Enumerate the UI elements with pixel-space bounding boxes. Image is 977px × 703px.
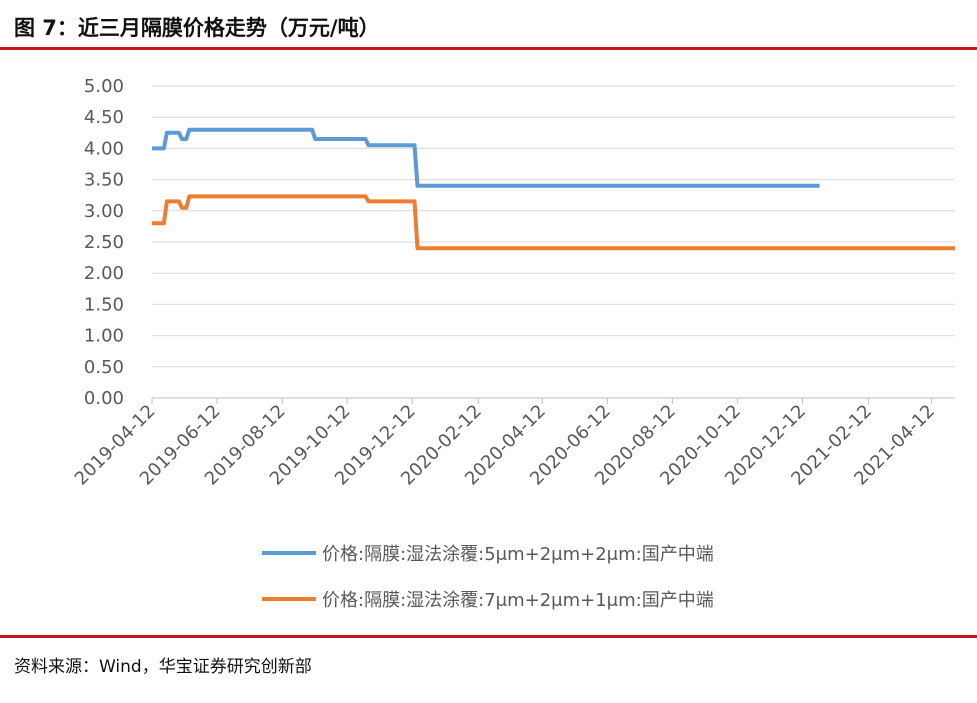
y-tick-label: 2.00 <box>84 263 124 284</box>
y-tick-label: 0.00 <box>84 388 124 409</box>
y-tick-label: 4.50 <box>84 107 124 128</box>
y-tick-label: 2.50 <box>84 232 124 253</box>
y-tick-label: 3.50 <box>84 170 124 191</box>
legend: 价格:隔膜:湿法涂覆:5μm+2μm+2μm:国产中端价格:隔膜:湿法涂覆:7μ… <box>262 544 714 611</box>
series-lines <box>152 127 955 251</box>
source-note: 资料来源：Wind，华宝证券研究创新部 <box>14 657 312 677</box>
y-tick-label: 3.00 <box>84 201 124 222</box>
figure-title: 图 7：近三月隔膜价格走势（万元/吨） <box>14 16 380 40</box>
grid-lines <box>152 85 955 368</box>
y-tick-label: 4.00 <box>84 138 124 159</box>
series-line-2 <box>152 194 955 251</box>
y-tick-label: 1.50 <box>84 294 124 315</box>
legend-label-1: 价格:隔膜:湿法涂覆:5μm+2μm+2μm:国产中端 <box>322 544 714 565</box>
x-axis-ticks: 2019-04-122019-06-122019-08-122019-10-12… <box>71 398 939 490</box>
y-axis-ticks: 0.00 0.50 1.00 1.50 2.00 2.50 3.00 3.50 4.00 4.50… <box>84 76 124 409</box>
series-line-1 <box>152 127 820 188</box>
top-red-rule <box>0 47 977 50</box>
y-tick-label: 0.50 <box>84 357 124 378</box>
legend-label-2: 价格:隔膜:湿法涂覆:7μm+2μm+1μm:国产中端 <box>322 590 714 611</box>
bottom-red-rule <box>0 635 977 638</box>
y-tick-label: 1.00 <box>84 326 124 347</box>
chart: 0.00 0.50 1.00 1.50 2.00 2.50 3.00 3.50 4.00 4.50… <box>71 76 955 611</box>
y-tick-label: 5.00 <box>84 76 124 97</box>
